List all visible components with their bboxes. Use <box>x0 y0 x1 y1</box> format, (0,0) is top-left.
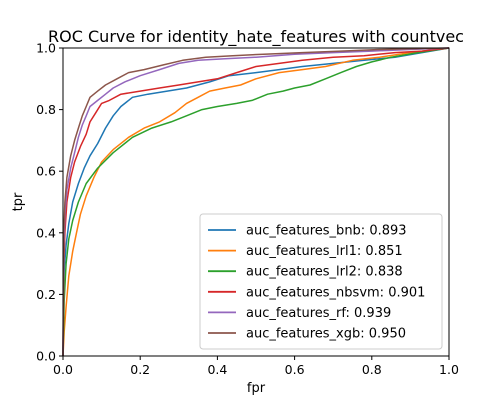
x-tick-label: 0.4 <box>207 362 227 377</box>
legend-entry: auc_features_lrl1: 0.851 <box>246 244 403 259</box>
legend-entry: auc_features_xgb: 0.950 <box>246 327 406 342</box>
legend-entry: auc_features_nbsvm: 0.901 <box>246 285 425 300</box>
y-tick-label: 0.0 <box>36 349 56 364</box>
y-tick-label: 0.6 <box>36 164 56 179</box>
series-line-1 <box>62 47 450 357</box>
plot-area: 0.0 0.2 0.4 0.6 0.8 1.0 0.0 0.2 0.4 0.6 0.8 1.0 auc_… <box>36 41 459 378</box>
y-tick-label: 1.0 <box>36 41 56 56</box>
x-tick-label: 0.6 <box>285 362 305 377</box>
y-tick-label: 0.4 <box>36 225 56 240</box>
series-line-2 <box>62 47 450 357</box>
series-line-0 <box>62 47 450 357</box>
x-tick-label: 0.0 <box>53 362 73 377</box>
legend-box <box>199 213 443 350</box>
chart-title: ROC Curve for identity_hate_features wit… <box>48 27 464 47</box>
legend-entry: auc_features_rf: 0.939 <box>246 306 391 321</box>
series-line-4 <box>62 47 450 357</box>
axes-frame <box>62 47 450 357</box>
series-line-5 <box>62 47 450 357</box>
y-axis-label: tpr <box>11 192 26 211</box>
legend-entry: auc_features_bnb: 0.893 <box>246 224 407 239</box>
y-tick-label: 0.8 <box>36 102 56 117</box>
y-tick-label: 0.2 <box>36 287 56 302</box>
x-tick-label: 0.2 <box>130 362 150 377</box>
legend-entry: auc_features_lrl2: 0.838 <box>246 265 403 280</box>
series-line-3 <box>62 47 450 357</box>
x-axis-label: fpr <box>247 381 266 396</box>
x-tick-label: 1.0 <box>439 362 459 377</box>
x-tick-label: 0.8 <box>362 362 382 377</box>
